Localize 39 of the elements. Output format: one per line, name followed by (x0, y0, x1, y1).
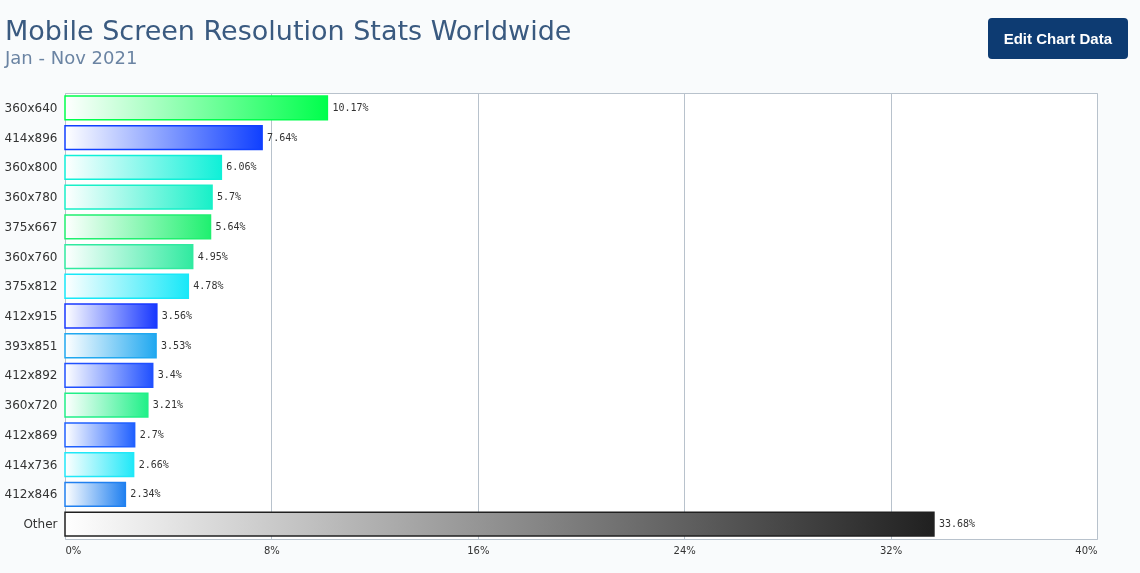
x-tick-label: 16% (467, 544, 490, 556)
chart-subtitle: Jan - Nov 2021 (4, 47, 138, 68)
y-tick-label: 375x667 (4, 219, 58, 234)
y-tick-label: 414x896 (4, 130, 58, 145)
edit-button: Edit Chart Data (987, 18, 1128, 59)
data-label: 2.66% (138, 458, 169, 470)
x-tick-label: 0% (65, 544, 82, 556)
data-label: 33.68% (938, 518, 976, 530)
data-label: 10.17% (332, 101, 369, 113)
y-tick-label: 360x720 (4, 398, 58, 413)
data-label: 3.21% (152, 399, 183, 411)
data-label: 5.64% (215, 220, 246, 232)
y-tick-label: 360x760 (4, 249, 58, 264)
y-tick-label: 360x640 (4, 100, 58, 115)
data-label: 3.4% (157, 369, 182, 381)
chart-title: Mobile Screen Resolution Stats Worldwide (5, 15, 572, 46)
data-label: 3.56% (161, 310, 192, 321)
data-label: 4.95% (197, 250, 228, 262)
data-label: 3.53% (161, 339, 192, 351)
y-tick-label: Other (23, 517, 58, 532)
y-tick-label: 412x869 (4, 427, 58, 442)
x-tick-label: 24% (673, 544, 696, 556)
data-label: 5.7% (217, 191, 242, 203)
data-label: 4.78% (193, 280, 224, 292)
data-label: 7.64% (267, 131, 298, 143)
data-label: 2.7% (139, 428, 164, 440)
data-label: 2.34% (130, 488, 161, 500)
y-tick-label: 375x812 (4, 279, 58, 294)
y-tick-label: 414x736 (4, 457, 58, 472)
y-tick-label: 412x915 (4, 309, 58, 323)
y-tick-label: 393x851 (4, 338, 58, 353)
x-tick-label: 32% (879, 544, 903, 556)
data-label: 6.06% (226, 161, 257, 173)
x-tick-label: 8% (263, 544, 280, 556)
y-tick-label: 360x780 (4, 190, 58, 205)
y-tick-label: 360x800 (4, 160, 58, 175)
y-tick-label: 412x846 (4, 487, 58, 502)
y-tick-label: 412x892 (4, 368, 58, 383)
x-tick-label: 40% (1075, 544, 1098, 556)
